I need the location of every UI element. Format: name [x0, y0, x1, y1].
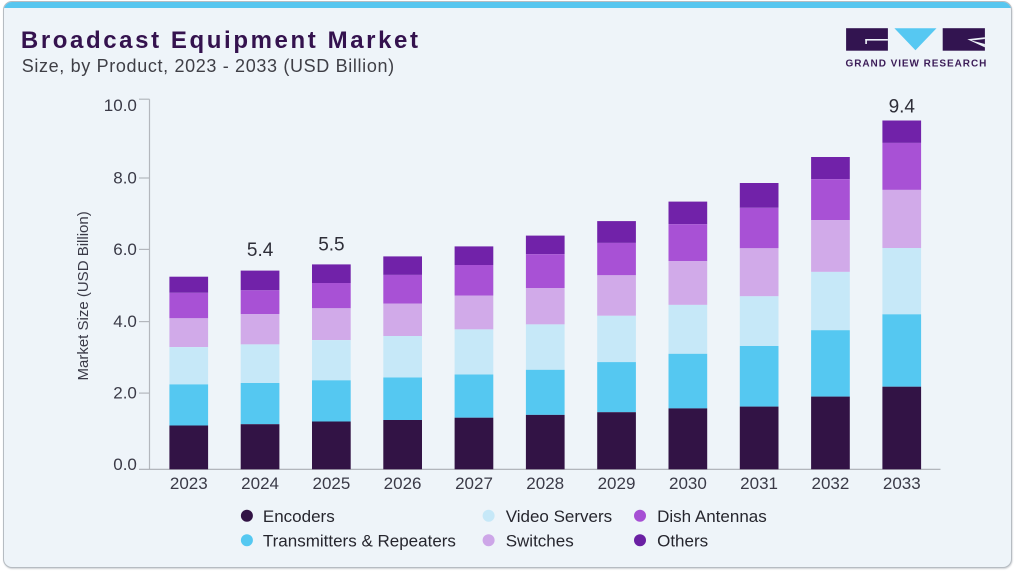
svg-text:6.0: 6.0: [113, 240, 137, 259]
svg-text:Switches: Switches: [506, 532, 574, 551]
svg-text:2031: 2031: [740, 474, 778, 493]
svg-text:2024: 2024: [241, 474, 279, 493]
svg-text:9.4: 9.4: [889, 97, 916, 118]
svg-text:2029: 2029: [598, 474, 636, 493]
svg-text:2032: 2032: [811, 474, 849, 493]
svg-text:0.0: 0.0: [113, 455, 137, 474]
svg-text:2.0: 2.0: [113, 384, 137, 403]
svg-text:Encoders: Encoders: [263, 507, 335, 526]
svg-text:2023: 2023: [170, 474, 208, 493]
svg-text:5.4: 5.4: [247, 240, 274, 261]
svg-text:10.0: 10.0: [104, 96, 137, 115]
svg-text:2025: 2025: [312, 474, 350, 493]
svg-text:2033: 2033: [883, 474, 921, 493]
svg-text:Market Size (USD Billion): Market Size (USD Billion): [75, 211, 92, 380]
svg-text:4.0: 4.0: [113, 312, 137, 331]
svg-text:Dish Antennas: Dish Antennas: [657, 507, 767, 526]
svg-text:2026: 2026: [384, 474, 422, 493]
svg-text:8.0: 8.0: [113, 168, 137, 187]
svg-text:2027: 2027: [455, 474, 493, 493]
svg-text:Others: Others: [657, 532, 708, 551]
svg-text:Video Servers: Video Servers: [506, 507, 612, 526]
svg-text:Transmitters & Repeaters: Transmitters & Repeaters: [263, 532, 456, 551]
svg-text:2030: 2030: [669, 474, 707, 493]
svg-text:GRAND VIEW RESEARCH: GRAND VIEW RESEARCH: [846, 59, 988, 70]
svg-text:2028: 2028: [526, 474, 564, 493]
svg-text:5.5: 5.5: [318, 234, 344, 255]
